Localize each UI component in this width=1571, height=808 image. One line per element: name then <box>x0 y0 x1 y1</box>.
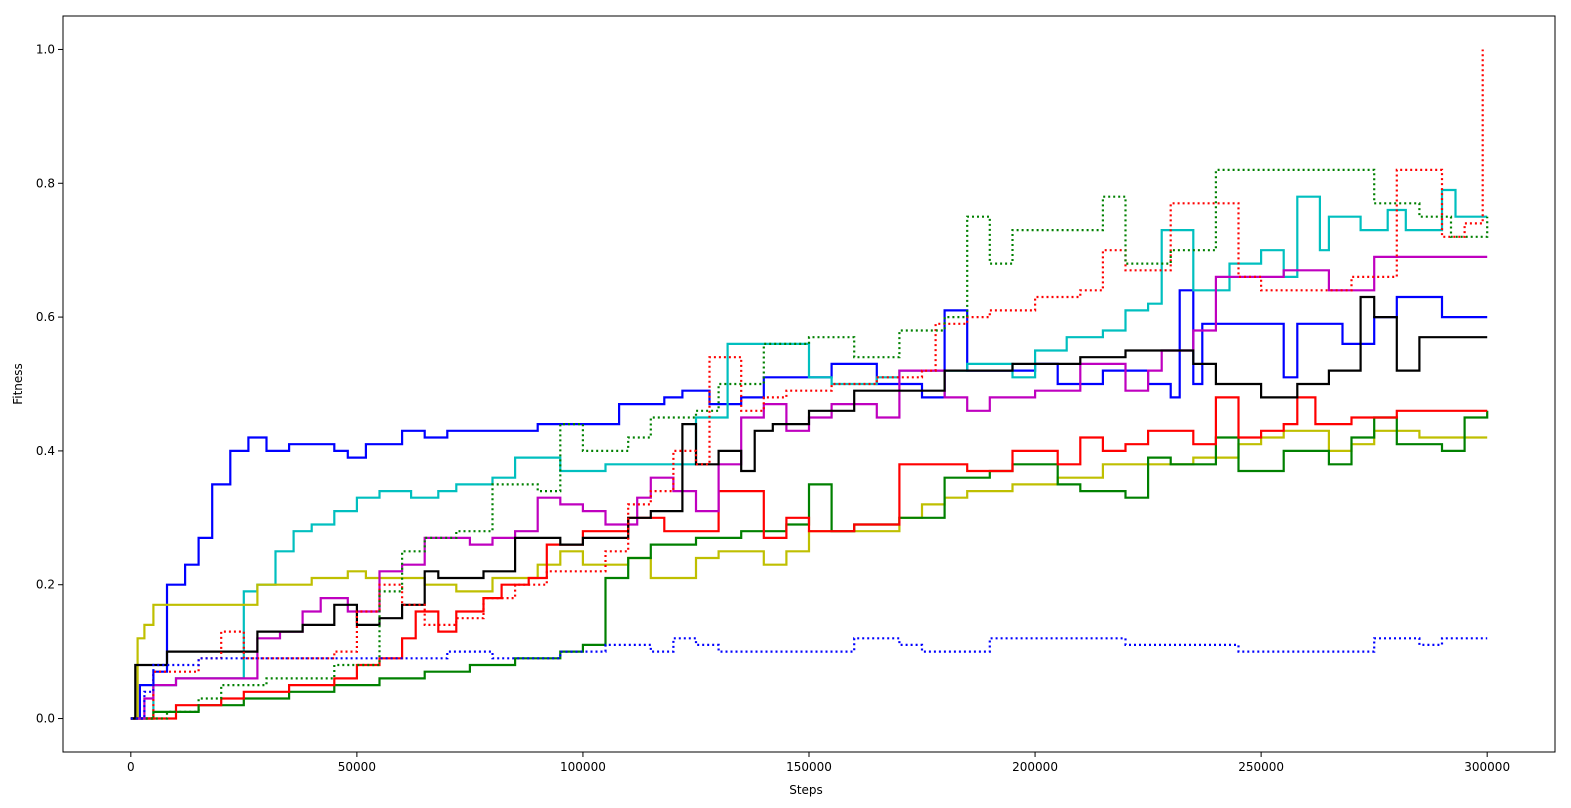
series-layer <box>131 50 1487 719</box>
x-tick-label: 250000 <box>1238 760 1284 774</box>
series-line-4 <box>131 411 1487 719</box>
x-tick-label: 150000 <box>786 760 832 774</box>
y-tick-label: 1.0 <box>36 42 55 56</box>
y-axis-ticks: 0.0 0.2 0.4 0.6 0.8 1.0 <box>36 42 63 725</box>
x-tick-label: 200000 <box>1012 760 1058 774</box>
x-axis-ticks: 0 50000 100000 150000 200000 250000 300000 <box>127 752 1510 774</box>
y-tick-label: 0.2 <box>36 578 55 592</box>
y-tick-label: 0.8 <box>36 176 55 190</box>
x-tick-label: 100000 <box>560 760 606 774</box>
y-axis-label: Fitness <box>11 363 25 405</box>
x-axis-label: Steps <box>789 783 823 797</box>
x-tick-label: 0 <box>127 760 135 774</box>
x-tick-label: 300000 <box>1464 760 1510 774</box>
x-tick-label: 50000 <box>338 760 376 774</box>
y-tick-label: 0.4 <box>36 444 55 458</box>
y-tick-label: 0.0 <box>36 712 55 726</box>
y-tick-label: 0.6 <box>36 310 55 324</box>
plot-frame <box>63 16 1555 752</box>
